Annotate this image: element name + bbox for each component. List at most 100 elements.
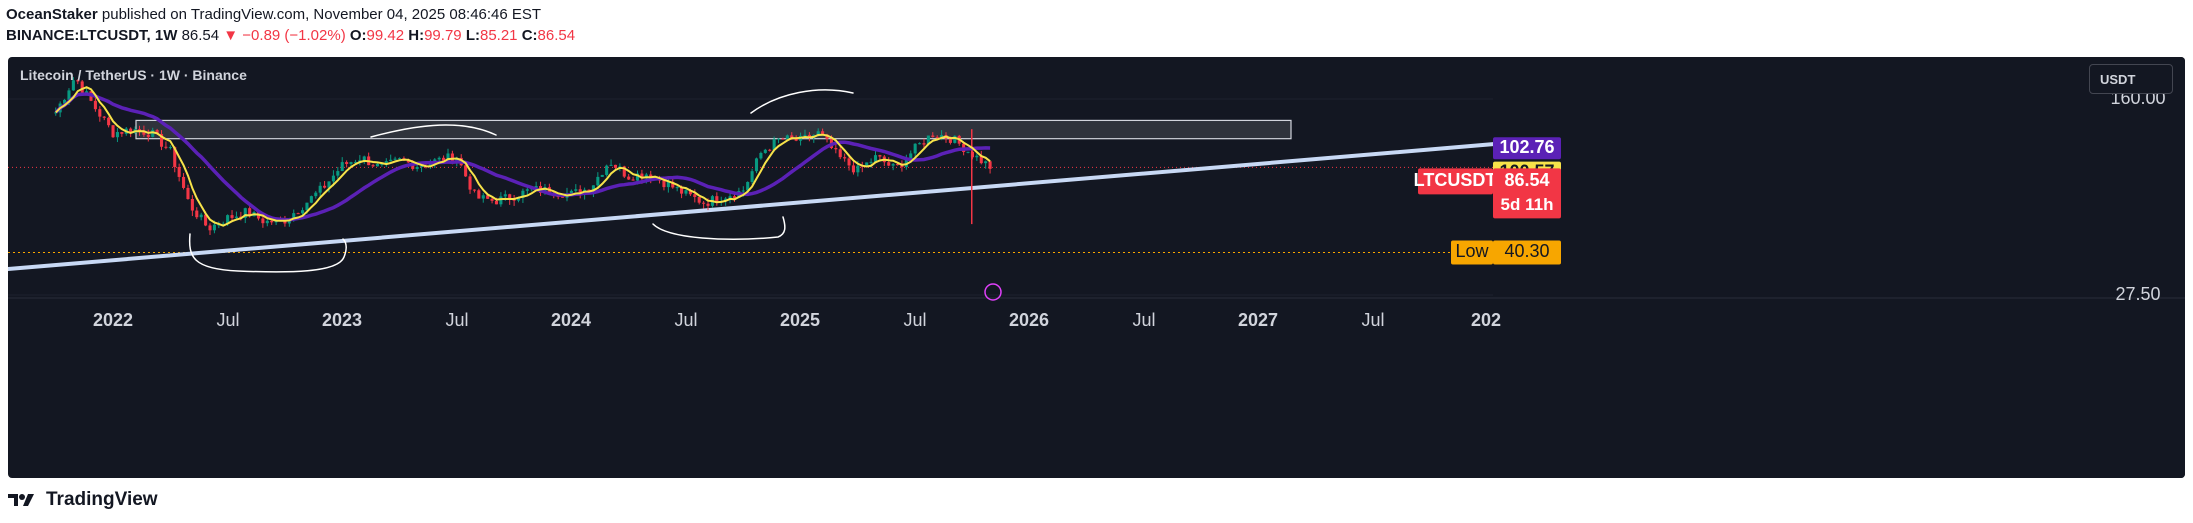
candle-body xyxy=(349,162,352,164)
published-text: published on TradingView.com, November 0… xyxy=(102,6,541,23)
candle-body xyxy=(468,176,471,189)
support-trendline xyxy=(8,144,1493,269)
footer-brand: TradingView xyxy=(46,489,158,511)
sma-fast-line xyxy=(56,87,990,226)
candle-body xyxy=(266,221,269,223)
candle-body xyxy=(319,186,322,193)
candle-body xyxy=(768,150,771,151)
candle-body xyxy=(627,177,630,180)
candle-body xyxy=(570,191,573,193)
candle-body xyxy=(887,162,890,165)
candle-body xyxy=(372,165,375,166)
candle-body xyxy=(698,197,701,203)
last-price-badge: 86.54 xyxy=(1504,170,1549,190)
candle-body xyxy=(94,101,97,109)
candle-body xyxy=(967,152,970,153)
x-tick-label: Jul xyxy=(1132,310,1155,330)
candle-body xyxy=(786,135,789,139)
candle-body xyxy=(755,158,758,171)
candle-body xyxy=(949,139,952,143)
candle-body xyxy=(504,194,507,196)
candle-body xyxy=(984,161,987,163)
candle-body xyxy=(98,109,101,116)
candle-body xyxy=(834,148,837,149)
publisher-name[interactable]: OceanStaker xyxy=(6,6,98,23)
candle-body xyxy=(261,218,264,223)
tradingview-logo-icon xyxy=(8,492,38,508)
candle-body xyxy=(416,167,419,169)
candle-body xyxy=(464,165,467,176)
annotation-curve xyxy=(653,217,785,239)
candle-body xyxy=(336,171,339,176)
candle-body xyxy=(305,203,308,211)
high-label: H: xyxy=(408,27,424,44)
ohlc-line: BINANCE:LTCUSDT, 1W 86.54 ▼ −0.89 (−1.02… xyxy=(6,25,575,46)
candle-body xyxy=(856,166,859,173)
candle-body xyxy=(610,165,613,166)
candle-body xyxy=(918,143,921,144)
high-value: 99.79 xyxy=(424,27,462,44)
x-tick-label: 2027 xyxy=(1238,310,1278,330)
candle-body xyxy=(975,156,978,158)
candle-body xyxy=(120,132,123,134)
close-label: C: xyxy=(522,27,538,44)
symbol-badge: LTCUSDT xyxy=(1414,170,1497,190)
x-tick-label: 2026 xyxy=(1009,310,1049,330)
candle-body xyxy=(878,155,881,156)
candle-body xyxy=(473,190,476,191)
low-label: Low xyxy=(1455,241,1489,261)
candle-body xyxy=(848,158,851,165)
candle-body xyxy=(376,164,379,166)
candle-body xyxy=(605,166,608,175)
candle-body xyxy=(632,179,635,180)
price-scale xyxy=(1493,57,2185,478)
candle-body xyxy=(178,167,181,177)
candle-body xyxy=(103,117,106,118)
candle-body xyxy=(706,204,709,206)
low-value: 40.30 xyxy=(1504,241,1549,261)
candle-body xyxy=(389,160,392,161)
candle-body xyxy=(601,175,604,177)
candle-body xyxy=(186,188,189,199)
candle-body xyxy=(702,203,705,204)
candle-body xyxy=(438,158,441,160)
candle-body xyxy=(314,193,317,197)
candle-body xyxy=(81,81,84,92)
candle-body xyxy=(477,190,480,198)
countdown-badge: 5d 11h xyxy=(1501,195,1554,214)
low-label: L: xyxy=(466,27,480,44)
candle-body xyxy=(922,143,925,144)
candle-body xyxy=(301,210,304,213)
candle-body xyxy=(914,144,917,154)
publish-line: OceanStaker published on TradingView.com… xyxy=(6,4,575,25)
sma-slow-price-badge: 102.76 xyxy=(1499,137,1554,157)
candle-body xyxy=(931,136,934,137)
candles-group xyxy=(54,77,991,235)
candle-body xyxy=(751,171,754,182)
candle-body xyxy=(742,191,745,192)
candle-body xyxy=(116,132,119,137)
candle-body xyxy=(684,190,687,193)
candle-body xyxy=(182,177,185,188)
candle-body xyxy=(297,213,300,214)
candle-body xyxy=(839,149,842,157)
tradingview-footer[interactable]: TradingView xyxy=(8,486,158,514)
candle-body xyxy=(491,199,494,201)
candle-body xyxy=(936,137,939,138)
candle-body xyxy=(112,125,115,137)
candle-body xyxy=(363,156,366,160)
candle-body xyxy=(191,199,194,211)
candle-body xyxy=(499,196,502,204)
x-tick-label: 202 xyxy=(1471,310,1501,330)
open-label: O: xyxy=(350,27,367,44)
candle-body xyxy=(803,135,806,136)
chart-title: Litecoin / TetherUS · 1W · Binance xyxy=(20,67,247,83)
x-tick-label: Jul xyxy=(1361,310,1384,330)
candle-body xyxy=(764,150,767,153)
candle-body xyxy=(107,118,110,125)
currency-button[interactable]: USDT xyxy=(2089,64,2173,94)
annotation-curve xyxy=(751,90,853,113)
x-tick-label: 2023 xyxy=(322,310,362,330)
